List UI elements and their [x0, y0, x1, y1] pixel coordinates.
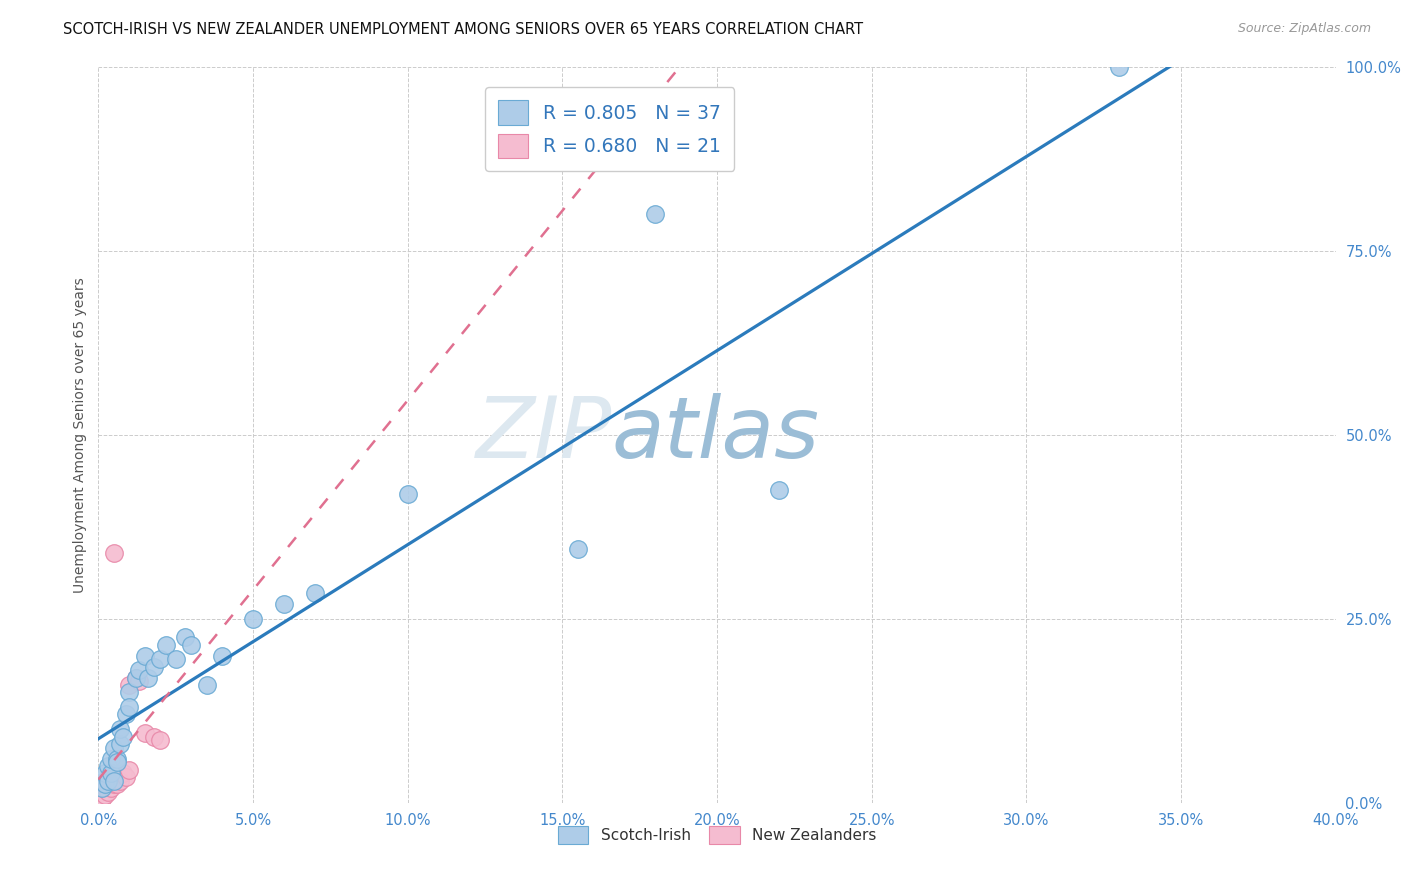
Point — [105, 777, 128, 791]
Point — [112, 730, 135, 744]
Point — [195, 678, 218, 692]
Point — [174, 630, 197, 644]
Text: atlas: atlas — [612, 393, 820, 476]
Point — [100, 751, 122, 765]
Point — [118, 685, 141, 699]
Point — [103, 740, 125, 755]
Point — [644, 207, 666, 221]
Point — [165, 652, 187, 666]
Point — [115, 770, 138, 784]
Text: ZIP: ZIP — [475, 393, 612, 476]
Point — [97, 785, 120, 799]
Point — [93, 773, 115, 788]
Point — [90, 792, 112, 806]
Point — [149, 652, 172, 666]
Point — [211, 648, 233, 663]
Point — [128, 674, 150, 689]
Point — [93, 777, 115, 791]
Point — [100, 766, 122, 780]
Text: SCOTCH-IRISH VS NEW ZEALANDER UNEMPLOYMENT AMONG SENIORS OVER 65 YEARS CORRELATI: SCOTCH-IRISH VS NEW ZEALANDER UNEMPLOYME… — [63, 22, 863, 37]
Point — [90, 781, 112, 796]
Point — [396, 487, 419, 501]
Legend: Scotch-Irish, New Zealanders: Scotch-Irish, New Zealanders — [551, 820, 883, 850]
Point — [134, 726, 156, 740]
Point — [97, 773, 120, 788]
Point — [108, 773, 131, 788]
Point — [768, 483, 790, 497]
Point — [103, 545, 125, 560]
Point — [100, 781, 122, 796]
Point — [180, 638, 202, 652]
Point — [115, 707, 138, 722]
Point — [118, 763, 141, 777]
Point — [567, 541, 589, 556]
Text: Source: ZipAtlas.com: Source: ZipAtlas.com — [1237, 22, 1371, 36]
Point — [143, 659, 166, 673]
Point — [118, 678, 141, 692]
Point — [242, 612, 264, 626]
Point — [134, 648, 156, 663]
Point — [1108, 60, 1130, 74]
Point — [124, 671, 146, 685]
Point — [136, 671, 159, 685]
Point — [112, 766, 135, 780]
Point — [118, 700, 141, 714]
Point — [128, 664, 150, 678]
Point — [93, 766, 115, 780]
Point — [90, 781, 112, 796]
Y-axis label: Unemployment Among Seniors over 65 years: Unemployment Among Seniors over 65 years — [73, 277, 87, 592]
Point — [105, 756, 128, 770]
Point — [304, 586, 326, 600]
Point — [93, 789, 115, 803]
Point — [108, 723, 131, 737]
Point — [97, 770, 120, 784]
Point — [103, 777, 125, 791]
Point — [273, 597, 295, 611]
Point — [108, 737, 131, 751]
Point — [124, 671, 146, 685]
Point — [143, 730, 166, 744]
Point — [97, 759, 120, 773]
Point — [149, 733, 172, 747]
Point — [155, 638, 177, 652]
Point — [103, 773, 125, 788]
Point — [105, 751, 128, 765]
Point — [100, 766, 122, 780]
